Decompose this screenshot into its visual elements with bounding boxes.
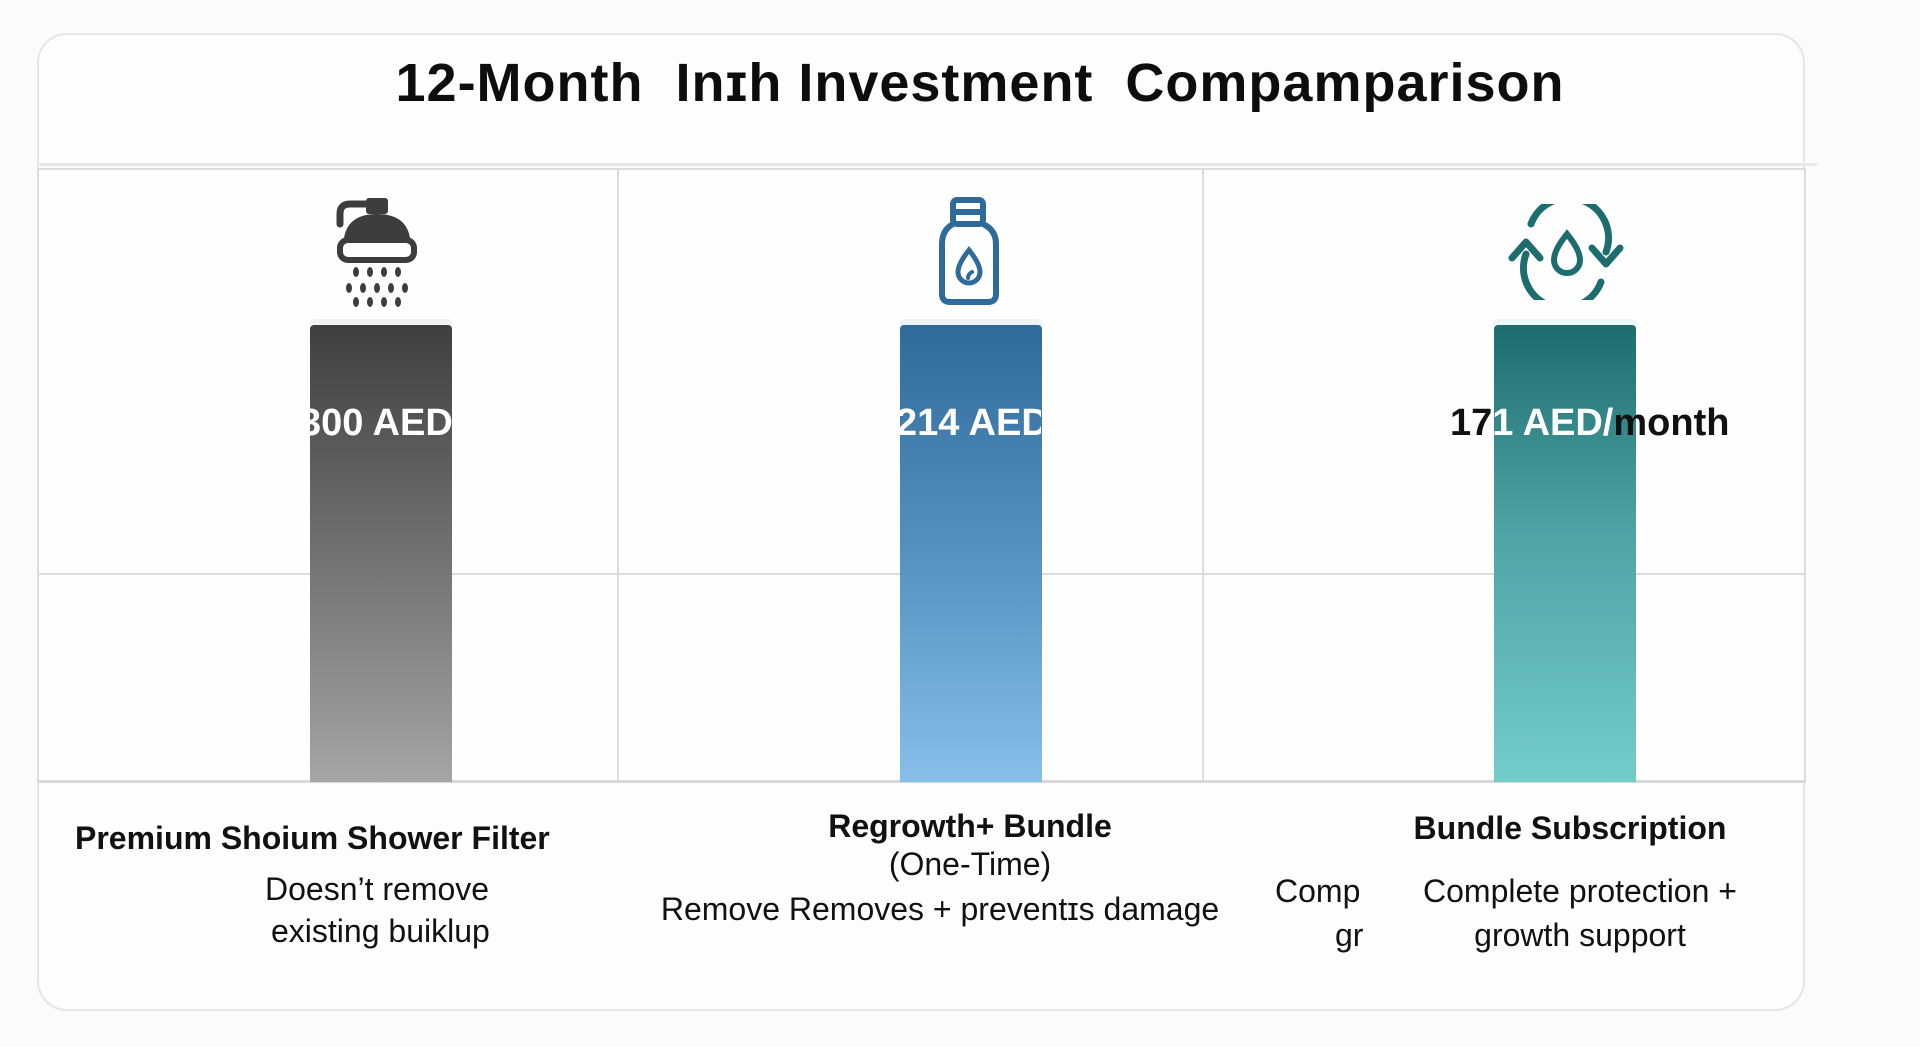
title-divider [37,163,1817,166]
product-description-line: Doesn’t remove [265,871,490,907]
product-description-ghost: Comp [1275,873,1361,909]
bar-regrowth-bundle [900,319,1042,782]
refresh-droplet-icon [1508,204,1624,300]
product-description-line: growth support [1474,917,1686,953]
grid-column-divider [1202,168,1204,782]
product-description-line: existing buiklup [271,913,490,949]
bar-value-label: 300 AED [300,402,452,444]
product-name: Regrowth+ Bundle [828,808,1112,844]
value-label-inside: 1 AED/ [1492,402,1614,444]
product-description-line: Complete protection + [1423,873,1737,909]
bar-shower-filter [310,319,452,782]
product-description-line: Remove Removes + preventɪs damage [660,891,1220,927]
grid-column-divider [617,168,619,782]
bar-value-label: 171 AED/month [1450,402,1750,445]
product-name: Bundle Subscription [1413,810,1727,846]
chart-title: 12-Month Inɪh Investment Compamparison [395,53,1565,113]
bar-value-label: 214 AED [896,402,1041,444]
bar-bundle-subscription [1494,319,1636,782]
product-subtitle: (One-Time) [888,846,1052,882]
shower-head-icon [336,198,417,307]
product-description-ghost: gr [1335,917,1364,953]
value-label-outside-right: month [1613,402,1730,444]
bottle-droplet-icon [939,197,999,305]
value-label-outside-left: 17 [1450,402,1493,444]
product-name: Premium Shoium Shower Filter [75,820,550,856]
